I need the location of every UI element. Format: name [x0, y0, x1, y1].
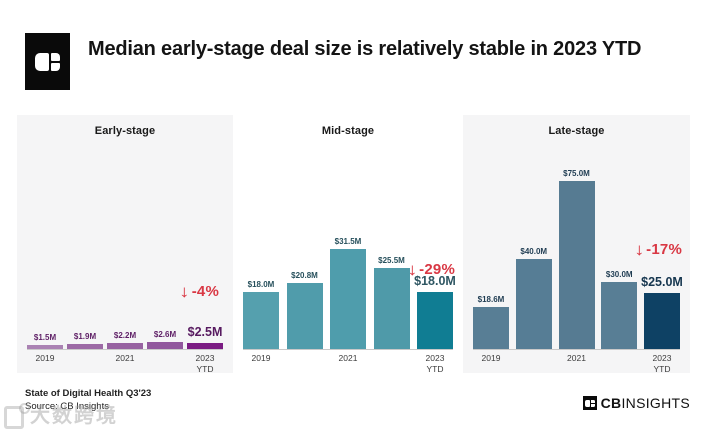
bar-cell: $75.0M	[558, 169, 595, 349]
bar-cell: $20.8M	[286, 271, 323, 349]
bar[interactable]	[67, 344, 103, 349]
cb-mark-small-icon	[582, 396, 597, 410]
x-tick-label	[67, 353, 103, 375]
bars-row: $18.0M $20.8M $31.5M $25.5M $18.0M	[243, 237, 456, 350]
x-tick-label	[516, 353, 552, 375]
bar-value-label: $25.0M	[641, 275, 683, 289]
bar-cell: $18.6M	[473, 295, 509, 349]
report-name: State of Digital Health Q3'23	[25, 388, 152, 399]
bar-cell: $2.2M	[107, 331, 143, 349]
panel-title: Early-stage	[94, 125, 156, 137]
bar-cell: $25.0M	[641, 275, 683, 349]
bar-cell: $18.0M	[243, 280, 279, 349]
bar-value-label: $20.8M	[291, 271, 318, 281]
bar[interactable]	[644, 293, 680, 349]
bar-value-label: $2.6M	[153, 330, 177, 340]
change-annotation: ↓ -17%	[633, 240, 682, 259]
cbinsights-text: CBINSIGHTS	[600, 395, 690, 411]
x-tick-label: 2021	[567, 353, 586, 363]
source-line: Source: CB Insights	[25, 400, 109, 412]
x-tick-label	[374, 353, 410, 375]
cb-insights-logo-icon	[25, 33, 70, 90]
bar-cell: $2.5M	[187, 324, 223, 349]
bar-value-label: $30.0M	[605, 269, 633, 279]
bar[interactable]	[27, 345, 63, 349]
bars-row: $1.5M $1.9M $2.2M $2.6M $2.5M	[27, 324, 223, 350]
bar-value-label: $18.6M	[477, 295, 505, 305]
bar-value-label: $1.5M	[33, 333, 57, 343]
bar[interactable]	[107, 343, 143, 349]
bar-cell: $25.5M	[373, 256, 410, 349]
bar[interactable]	[286, 283, 323, 349]
x-tick-label: 2019	[251, 353, 271, 363]
down-arrow-icon: ↓	[633, 240, 645, 259]
bar-value-label: $18.0M	[247, 279, 275, 289]
bar[interactable]	[558, 181, 595, 349]
bar[interactable]	[515, 259, 552, 349]
bar[interactable]	[243, 291, 279, 349]
bar-value-label: $2.2M	[113, 331, 137, 341]
bar-cell: $31.5M	[330, 237, 366, 349]
bar[interactable]	[187, 342, 223, 349]
change-annotation: ↓ -29%	[406, 260, 455, 279]
bar-value-label: $31.5M	[334, 237, 362, 247]
bar-cell: $40.0M	[515, 247, 552, 349]
bar-cell: $18.0M	[414, 273, 456, 349]
bar[interactable]	[330, 249, 366, 349]
x-axis-ticks: 2019 2021 2023 YTD	[243, 353, 453, 375]
x-tick-label: 2021	[338, 353, 358, 363]
bar-cell: $30.0M	[601, 269, 638, 349]
bar-cell: $1.9M	[67, 332, 103, 349]
bar[interactable]	[473, 307, 509, 349]
change-annotation: ↓ -4%	[179, 282, 219, 301]
x-tick-label	[601, 353, 637, 375]
bar-value-label: $2.5M	[187, 324, 223, 339]
bar-value-label: $40.0M	[520, 247, 548, 257]
down-arrow-icon: ↓	[179, 282, 190, 301]
panel-title: Mid-stage	[321, 125, 375, 137]
chart-panel-mid-stage: Mid-stage ↓ -29% $18.0M $20.8M $31.5M $25.5M $1…	[233, 115, 463, 375]
change-percent: -29%	[419, 261, 455, 278]
x-tick-label: 2023 YTD	[425, 353, 445, 375]
bar[interactable]	[417, 291, 453, 349]
down-arrow-icon: ↓	[406, 260, 418, 279]
bar-cell: $2.6M	[147, 330, 183, 349]
x-tick-label: 2023 YTD	[652, 353, 672, 375]
bar[interactable]	[147, 342, 183, 349]
bar-value-label: $18.0M	[414, 273, 456, 288]
x-tick-label	[147, 353, 183, 375]
x-tick-label: 2019	[35, 353, 55, 363]
x-tick-label	[287, 353, 323, 375]
bars-row: $18.6M $40.0M $75.0M $30.0M $25.0M	[473, 169, 683, 350]
bar-value-label: $75.0M	[563, 169, 590, 178]
x-tick-label: 2019	[481, 353, 501, 363]
bar[interactable]	[601, 281, 638, 349]
change-percent: -17%	[646, 241, 682, 258]
page-title: Median early-stage deal size is relative…	[88, 38, 642, 60]
bar-cell: $1.5M	[27, 333, 63, 349]
bar[interactable]	[373, 268, 410, 349]
x-tick-label: 2021	[115, 353, 135, 363]
x-tick-label: 2023 YTD	[195, 353, 215, 375]
x-axis-ticks: 2019 2021 2023 YTD	[27, 353, 223, 375]
bar-value-label: $1.9M	[73, 332, 97, 342]
bar-value-label: $25.5M	[378, 256, 405, 266]
chart-panel-late-stage: Late-stage ↓ -17% $18.6M $40.0M $75.0M $30.0M $…	[463, 115, 690, 375]
source-note: State of Digital Health Q3'23 Source: CB…	[25, 388, 151, 414]
cb-mark-glyph-icon	[35, 52, 60, 71]
change-percent: -4%	[191, 283, 219, 300]
panel-title: Late-stage	[548, 125, 605, 137]
cbinsights-wordmark: CBINSIGHTS	[582, 395, 690, 411]
chart-panel-early-stage: Early-stage ↓ -4% $1.5M $1.9M $2.2M $2.6M $2.5M…	[17, 115, 233, 375]
x-axis-ticks: 2019 2021 2023 YTD	[473, 353, 680, 375]
